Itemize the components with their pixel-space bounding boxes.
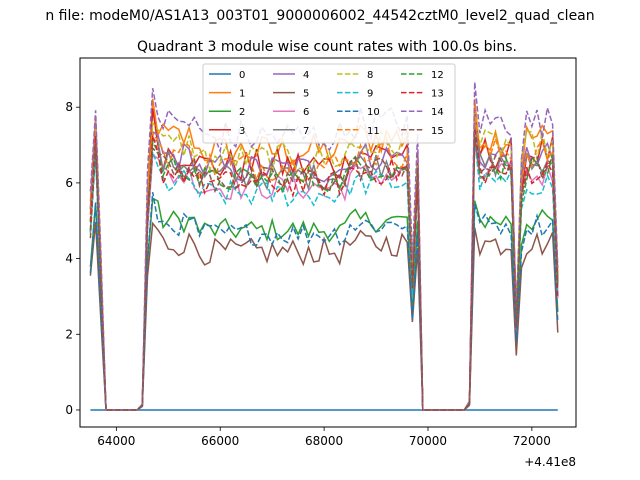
legend-label-11: 11 — [367, 126, 380, 137]
series-line-2 — [89, 197, 559, 411]
legend-label-12: 12 — [431, 70, 444, 81]
legend-label-4: 4 — [303, 70, 309, 81]
series-line-13 — [89, 129, 559, 411]
series-line-14 — [89, 82, 559, 411]
chart-title: Quadrant 3 module wise count rates with … — [137, 39, 517, 55]
legend-label-15: 15 — [431, 126, 444, 137]
series-line-5 — [89, 221, 559, 411]
x-tick-label: 68000 — [305, 434, 343, 448]
y-tick-label: 4 — [65, 252, 73, 266]
series-line-10 — [89, 192, 559, 411]
x-tick-label: 64000 — [97, 434, 135, 448]
legend-label-1: 1 — [239, 89, 245, 100]
x-axis: 64000 66000 68000 70000 72000 — [97, 427, 551, 448]
legend-label-6: 6 — [303, 107, 309, 118]
x-tick-label: 70000 — [409, 434, 447, 448]
y-tick-label: 2 — [65, 327, 73, 341]
legend-label-5: 5 — [303, 89, 309, 100]
x-tick-label: 66000 — [201, 434, 239, 448]
y-tick-label: 6 — [65, 176, 73, 190]
legend-label-2: 2 — [239, 107, 245, 118]
legend-label-14: 14 — [431, 107, 444, 118]
axes-frame — [79, 57, 577, 428]
legend-label-0: 0 — [239, 70, 245, 81]
x-tick-label: 72000 — [513, 434, 551, 448]
x-offset-label: +4.41e8 — [524, 455, 576, 469]
legend-label-10: 10 — [367, 107, 380, 118]
chart-suptitle: n file: modeM0/AS1A13_003T01_9000006002_… — [45, 8, 594, 24]
series-line-9 — [89, 137, 559, 411]
series-line-11 — [89, 116, 559, 411]
legend-label-7: 7 — [303, 126, 309, 137]
legend-label-9: 9 — [367, 89, 373, 100]
series-line-15 — [89, 134, 559, 411]
y-tick-label: 0 — [65, 403, 73, 417]
legend-label-3: 3 — [239, 126, 245, 137]
legend-label-8: 8 — [367, 70, 373, 81]
y-axis: 0 2 4 6 8 — [65, 100, 80, 417]
legend-label-13: 13 — [431, 89, 444, 100]
y-tick-label: 8 — [65, 100, 73, 114]
legend-box — [202, 63, 456, 144]
